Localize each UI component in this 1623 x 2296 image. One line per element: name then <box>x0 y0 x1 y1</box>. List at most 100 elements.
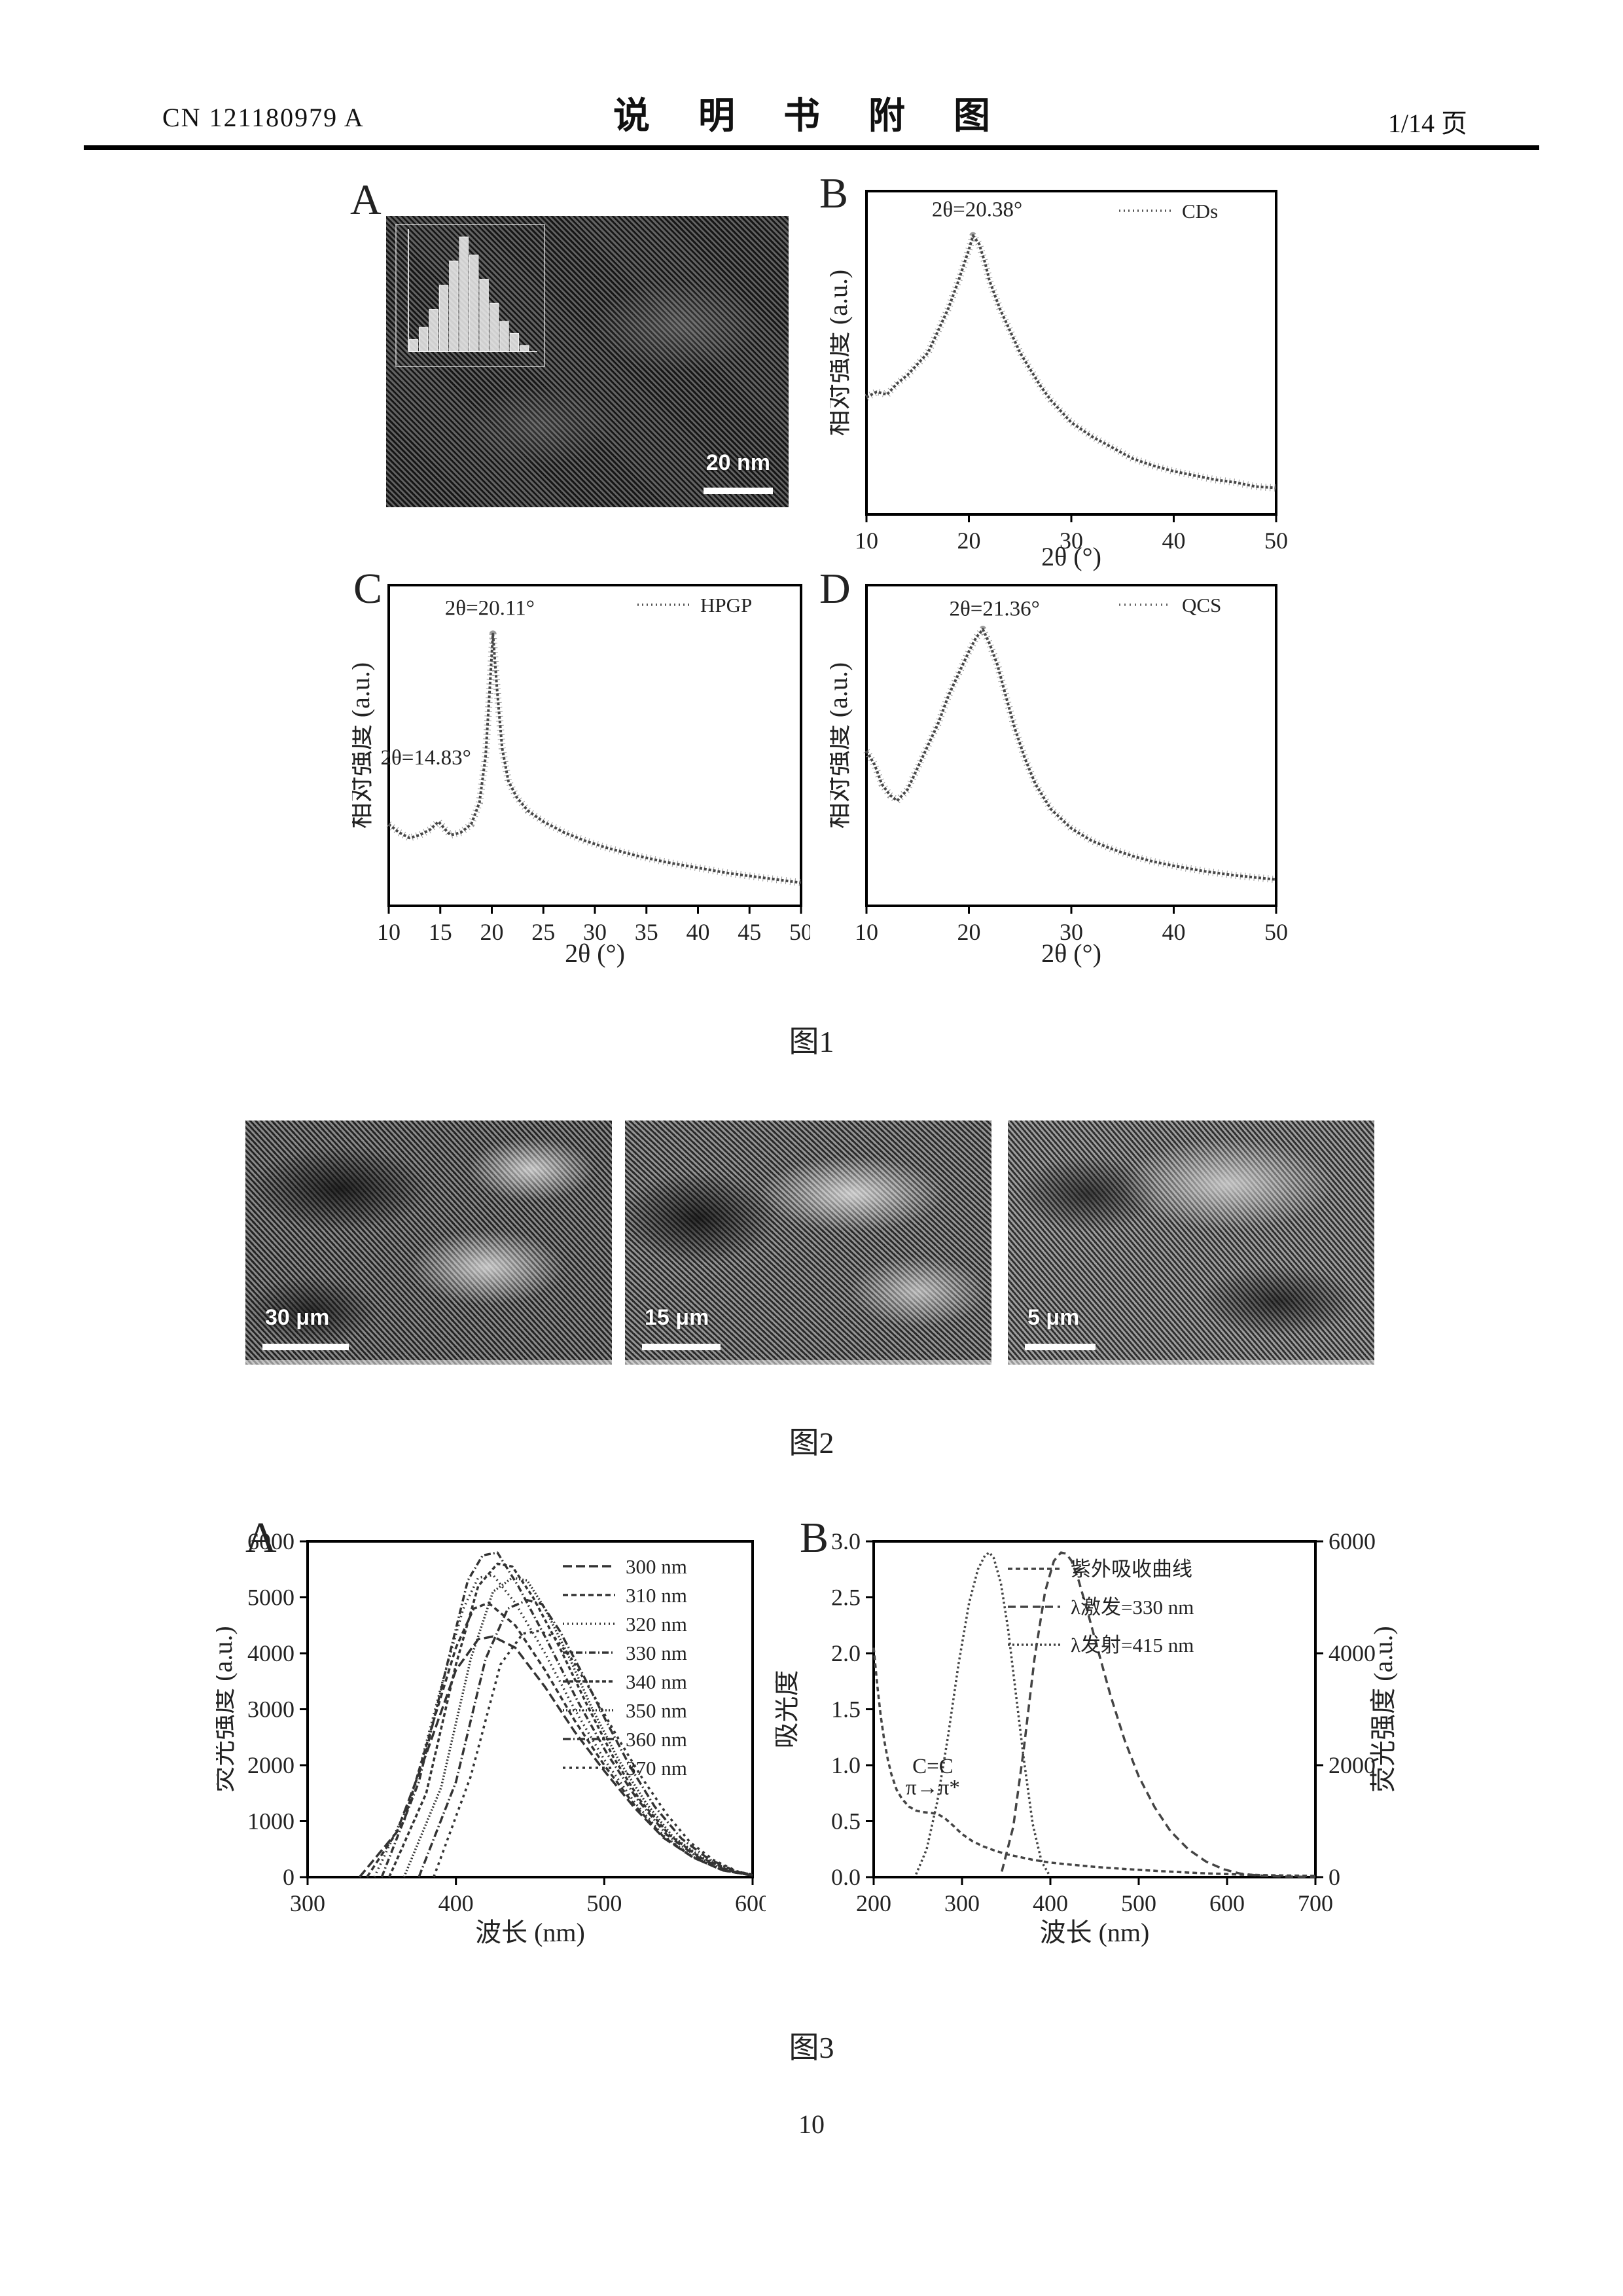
svg-text:400: 400 <box>438 1890 474 1916</box>
svg-text:波长 (nm): 波长 (nm) <box>1040 1918 1150 1947</box>
svg-text:4000: 4000 <box>247 1640 294 1666</box>
xrd-chart-qcs: 10 20 30 40 50 2θ (°) 相对强度 (a.u.) QCS 2θ=21.36° <box>830 571 1288 971</box>
tem-scalebar <box>704 488 773 494</box>
svg-text:300 nm: 300 nm <box>626 1555 687 1578</box>
svg-text:1.5: 1.5 <box>831 1696 861 1723</box>
header-rule <box>84 145 1539 150</box>
svg-text:2000: 2000 <box>1329 1752 1376 1778</box>
svg-text:10: 10 <box>377 919 401 945</box>
svg-text:360 nm: 360 nm <box>626 1728 687 1751</box>
svg-text:400: 400 <box>1033 1890 1068 1916</box>
svg-text:20: 20 <box>957 919 981 945</box>
svg-text:2.0: 2.0 <box>831 1640 861 1666</box>
svg-text:500: 500 <box>1121 1890 1156 1916</box>
svg-text:35: 35 <box>635 919 658 945</box>
page-number: 10 <box>798 2109 825 2139</box>
svg-text:紫外吸收曲线: 紫外吸收曲线 <box>1071 1558 1192 1581</box>
svg-text:1.0: 1.0 <box>831 1752 861 1778</box>
svg-text:20: 20 <box>480 919 504 945</box>
tem-image: 20 nm <box>386 216 789 507</box>
tem-scalebar-label: 20 nm <box>705 450 770 475</box>
svg-text:600: 600 <box>1209 1890 1245 1916</box>
sem3-scalebar <box>1025 1344 1096 1350</box>
svg-text:10: 10 <box>855 919 878 945</box>
svg-text:2θ=14.83°: 2θ=14.83° <box>381 746 471 770</box>
svg-text:2θ (°): 2θ (°) <box>1041 542 1101 571</box>
figure3-caption: 图3 <box>789 2031 834 2064</box>
svg-text:200: 200 <box>856 1890 891 1916</box>
fluorescence-emission-chart: 300 400 500 600 波长 (nm) 0 1000 2000 3000 4000 5000… <box>216 1525 766 1950</box>
svg-text:λ发射=415 nm: λ发射=415 nm <box>1071 1634 1194 1657</box>
svg-text:λ激发=330 nm: λ激发=330 nm <box>1071 1596 1194 1619</box>
svg-text:310 nm: 310 nm <box>626 1584 687 1607</box>
svg-text:2θ=20.38°: 2θ=20.38° <box>932 198 1022 221</box>
panel-label-c: C <box>353 565 383 613</box>
svg-text:2θ=21.36°: 2θ=21.36° <box>949 597 1039 620</box>
svg-text:荧光强度 (a.u.): 荧光强度 (a.u.) <box>216 1626 238 1792</box>
svg-text:HPGP: HPGP <box>700 594 752 617</box>
svg-text:C=C: C=C <box>912 1755 954 1778</box>
svg-text:吸光度: 吸光度 <box>776 1670 801 1749</box>
svg-text:2000: 2000 <box>247 1752 294 1778</box>
uv-absorption-fluorescence-chart: 200 300 400 500 600 700 波长 (nm) 0.0 0.5 1.0 1.5 2.0… <box>776 1525 1404 1950</box>
svg-text:3.0: 3.0 <box>831 1528 861 1554</box>
sem2-scalebar <box>642 1344 721 1350</box>
svg-text:5000: 5000 <box>247 1585 294 1611</box>
svg-text:50: 50 <box>789 919 810 945</box>
sem-image-1: 30 μm <box>245 1121 612 1365</box>
panel-label-b: B <box>819 170 849 217</box>
svg-text:0: 0 <box>1329 1864 1340 1890</box>
svg-text:600: 600 <box>735 1890 766 1916</box>
xrd-chart-cds: 10 20 30 40 50 2θ (°) 相对强度 (a.u.) CDs 2θ=20.38° <box>830 175 1288 575</box>
panel-label-d: D <box>819 565 851 613</box>
size-inset-bars <box>408 229 537 352</box>
svg-text:15: 15 <box>429 919 452 945</box>
svg-text:300: 300 <box>944 1890 980 1916</box>
svg-text:相对强度 (a.u.): 相对强度 (a.u.) <box>352 662 375 829</box>
panel-label-3a: A <box>245 1514 277 1562</box>
sem-image-2: 15 μm <box>625 1121 991 1365</box>
svg-text:500: 500 <box>586 1890 622 1916</box>
svg-text:340 nm: 340 nm <box>626 1670 687 1693</box>
svg-text:3000: 3000 <box>247 1696 294 1723</box>
svg-text:相对强度 (a.u.): 相对强度 (a.u.) <box>830 270 853 436</box>
patent-number: CN 121180979 A <box>162 103 365 132</box>
svg-text:0.5: 0.5 <box>831 1808 861 1835</box>
svg-text:4000: 4000 <box>1329 1640 1376 1666</box>
svg-text:30: 30 <box>1060 528 1083 554</box>
svg-text:2θ (°): 2θ (°) <box>1041 939 1101 968</box>
size-distribution-inset <box>395 224 545 367</box>
svg-text:0.0: 0.0 <box>831 1864 861 1890</box>
xrd-chart-hpgp: 10 15 20 25 30 35 40 45 50 2θ (°) 相对强度 (a.u.) HPGP 2… <box>352 571 810 971</box>
svg-text:1000: 1000 <box>247 1808 294 1835</box>
svg-text:2θ (°): 2θ (°) <box>565 939 625 968</box>
svg-text:2.5: 2.5 <box>831 1585 861 1611</box>
svg-text:20: 20 <box>957 528 981 554</box>
figure1-caption: 图1 <box>789 1025 834 1058</box>
sem-image-3: 5 μm <box>1008 1121 1374 1365</box>
svg-text:π→π*: π→π* <box>906 1776 960 1799</box>
svg-text:波长 (nm): 波长 (nm) <box>475 1918 585 1947</box>
svg-text:25: 25 <box>531 919 555 945</box>
svg-text:50: 50 <box>1264 919 1288 945</box>
svg-text:45: 45 <box>738 919 761 945</box>
svg-text:30: 30 <box>583 919 607 945</box>
panel-label-3b: B <box>800 1514 829 1562</box>
svg-text:相对强度 (a.u.): 相对强度 (a.u.) <box>830 662 853 829</box>
svg-text:40: 40 <box>1162 919 1186 945</box>
svg-text:370 nm: 370 nm <box>626 1757 687 1780</box>
page-title: 说 明 书 附 图 <box>613 96 1010 137</box>
svg-text:6000: 6000 <box>247 1528 294 1554</box>
svg-text:荧光强度 (a.u.): 荧光强度 (a.u.) <box>1368 1626 1398 1792</box>
sem2-scalebar-label: 15 μm <box>645 1305 709 1330</box>
svg-text:2θ=20.11°: 2θ=20.11° <box>445 597 535 620</box>
sem3-scalebar-label: 5 μm <box>1027 1305 1080 1330</box>
panel-label-a: A <box>350 176 382 224</box>
svg-text:40: 40 <box>1162 528 1186 554</box>
svg-text:300: 300 <box>290 1890 325 1916</box>
sem1-scalebar-label: 30 μm <box>265 1305 330 1330</box>
svg-text:330 nm: 330 nm <box>626 1641 687 1664</box>
svg-text:700: 700 <box>1298 1890 1333 1916</box>
svg-text:10: 10 <box>855 528 878 554</box>
